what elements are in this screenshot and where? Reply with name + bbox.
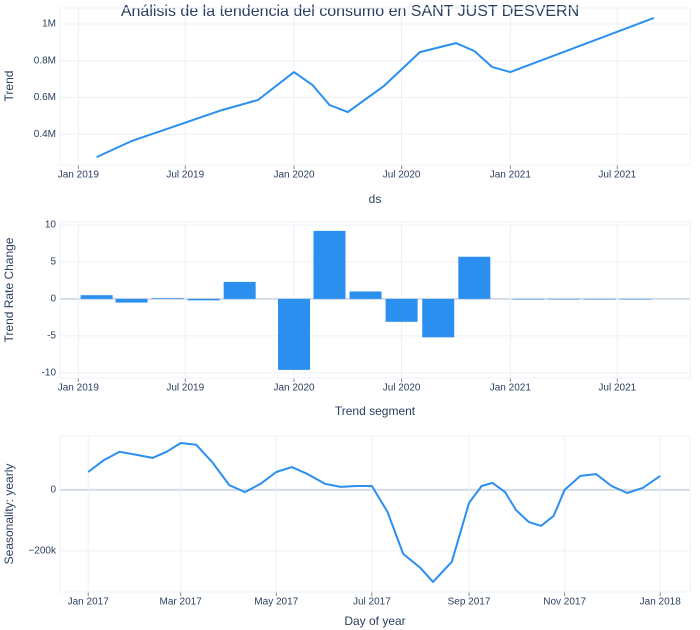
x-tick-label: Jul 2019 (166, 170, 204, 181)
x-tick-label: Jul 2020 (383, 383, 421, 394)
x-tick-label: Jul 2017 (353, 597, 391, 608)
y-tick-label: 0.4M (34, 129, 56, 140)
plot-frame (59, 221, 691, 379)
y-tick-label: -10 (42, 367, 57, 378)
y-axis-title: Trend Rate Change (2, 237, 16, 342)
x-tick-label: Jan 2019 (58, 170, 100, 181)
x-tick-label: May 2017 (254, 597, 298, 608)
y-tick-label: -5 (47, 330, 56, 341)
bar (619, 298, 652, 300)
x-axis-title: Day of year (344, 614, 405, 628)
bar (151, 298, 184, 299)
plot-frame (59, 435, 691, 593)
y-tick-label: 0.8M (34, 55, 56, 66)
x-tick-label: Jul 2019 (166, 383, 204, 394)
y-tick-label: 0.6M (34, 92, 56, 103)
x-axis-title: Trend segment (335, 404, 416, 418)
x-tick-label: Sep 2017 (448, 597, 491, 608)
plot-frame (59, 7, 691, 166)
y-tick-label: 10 (45, 220, 57, 231)
bar (313, 230, 346, 299)
x-tick-label: Mar 2017 (160, 597, 203, 608)
bar (80, 295, 113, 299)
x-tick-label: Jan 2019 (58, 383, 100, 394)
y-tick-label: 0 (50, 485, 56, 496)
bar (547, 298, 580, 300)
trend-line (96, 16, 655, 159)
x-tick-label: Jan 2021 (490, 170, 532, 181)
x-tick-label: Jul 2021 (598, 383, 636, 394)
chart-title: Análisis de la tendencia del consumo en … (121, 3, 579, 20)
bar (278, 298, 311, 370)
y-tick-label: 5 (50, 257, 56, 268)
bar (187, 298, 220, 301)
y-axis-title: Trend (2, 71, 16, 102)
y-tick-label: 1M (42, 19, 56, 30)
x-tick-label: Nov 2017 (543, 597, 586, 608)
y-tick-label: 0 (50, 294, 56, 305)
bar (583, 298, 616, 300)
bar (458, 256, 491, 299)
trend-line (87, 442, 661, 583)
bar (349, 291, 382, 299)
y-axis-title: Seasonality: yearly (2, 464, 16, 565)
x-tick-label: Jan 2020 (273, 170, 315, 181)
bar (385, 298, 418, 322)
x-tick-label: Jan 2021 (490, 383, 532, 394)
y-tick-label: −200k (28, 546, 57, 557)
x-tick-label: Jul 2021 (598, 170, 636, 181)
x-tick-label: Jan 2020 (273, 383, 315, 394)
x-tick-label: Jul 2020 (383, 170, 421, 181)
bar (223, 281, 256, 299)
bar (115, 298, 148, 303)
x-axis-title: ds (369, 192, 382, 206)
x-tick-label: Jan 2018 (640, 597, 682, 608)
x-tick-label: Jan 2017 (68, 597, 110, 608)
bar (512, 298, 545, 300)
bar (422, 298, 455, 338)
